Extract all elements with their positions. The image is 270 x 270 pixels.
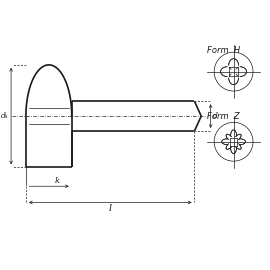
Text: dₖ: dₖ (1, 112, 9, 120)
Text: Form  Z: Form Z (207, 112, 239, 121)
Text: l: l (109, 204, 112, 213)
Text: d: d (213, 112, 218, 120)
Text: Form  H: Form H (207, 46, 240, 55)
Text: k: k (54, 177, 59, 185)
